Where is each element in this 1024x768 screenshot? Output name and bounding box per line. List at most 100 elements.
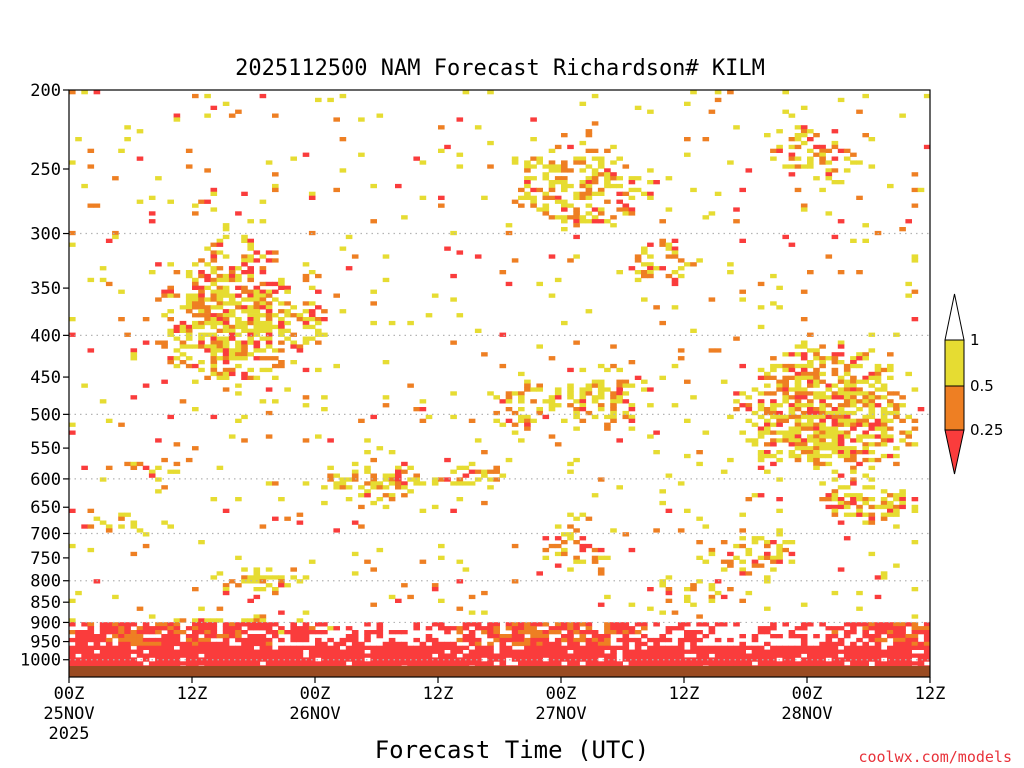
ri-cell [241, 414, 248, 420]
ri-cell [278, 340, 285, 345]
ri-cell [351, 477, 359, 482]
ri-cell [880, 442, 888, 447]
ri-cell [634, 622, 642, 627]
ri-cell [216, 273, 224, 279]
ri-cell [641, 641, 648, 647]
ri-cell [887, 375, 894, 380]
ri-cell [511, 410, 519, 416]
ri-cell [684, 649, 691, 654]
ri-cell [597, 363, 605, 369]
ri-cell [573, 254, 580, 259]
ri-cell [905, 371, 912, 377]
ri-cell [911, 508, 919, 513]
ri-cell [690, 661, 697, 666]
ri-cell [376, 657, 384, 662]
ri-cell [136, 634, 144, 639]
ri-cell [880, 418, 888, 423]
ri-cell [69, 598, 76, 603]
ri-cell [887, 653, 894, 658]
ri-cell [431, 645, 439, 650]
ri-cell [622, 211, 630, 216]
ri-cell [622, 649, 630, 654]
ri-cell [776, 450, 783, 455]
ri-cell [450, 391, 457, 396]
ri-cell [327, 661, 334, 666]
ri-cell [604, 148, 611, 153]
ri-cell [788, 551, 796, 557]
ri-cell [554, 195, 562, 200]
ri-cell [259, 336, 267, 341]
y-tick-label: 350 [30, 279, 61, 299]
ri-cell [647, 266, 654, 271]
ri-cell [302, 395, 310, 400]
ri-cell [216, 289, 224, 294]
ri-cell [720, 540, 728, 545]
ri-cell [690, 90, 697, 95]
ri-cell [776, 543, 783, 549]
ri-cell [499, 332, 507, 337]
ri-cell [887, 183, 894, 189]
ri-cell [179, 641, 187, 647]
ri-cell [487, 657, 494, 662]
ri-cell [130, 465, 138, 470]
ri-cell [167, 634, 174, 639]
ri-cell [628, 211, 636, 216]
ri-cell [684, 598, 691, 603]
ri-cell [616, 387, 623, 392]
ri-cell [407, 465, 414, 470]
ri-cell [788, 426, 796, 431]
ri-cell [204, 661, 211, 666]
ri-cell [708, 645, 716, 650]
ri-cell [333, 641, 340, 647]
ri-cell [868, 332, 876, 337]
ri-cell [819, 344, 826, 349]
ri-cell [388, 450, 396, 455]
ri-cell [315, 649, 322, 654]
ri-cell [247, 661, 254, 666]
ri-cell [413, 156, 420, 161]
ri-cell [487, 649, 494, 654]
ri-cell [899, 645, 906, 650]
ri-cell [850, 457, 857, 463]
ri-cell [856, 622, 863, 627]
ri-cell [167, 360, 174, 365]
ri-cell [142, 532, 150, 537]
ri-cell [321, 317, 328, 322]
ri-cell [819, 160, 826, 165]
ri-cell [192, 313, 199, 318]
ri-cell [376, 645, 384, 650]
ri-cell [567, 183, 574, 189]
ri-cell [899, 489, 906, 494]
ri-cell [112, 622, 119, 627]
ri-cell [597, 645, 605, 650]
ri-cell [561, 653, 568, 658]
ri-cell [800, 367, 808, 373]
ri-cell [444, 630, 451, 635]
ri-cell [530, 645, 537, 650]
y-tick-label: 650 [30, 498, 61, 518]
ri-cell [868, 414, 876, 420]
ri-cell [850, 360, 857, 365]
ri-cell [358, 649, 365, 654]
ri-cell [591, 414, 599, 420]
ri-cell [665, 630, 673, 635]
ri-cell [148, 469, 156, 474]
ri-cell [813, 414, 820, 420]
ri-cell [862, 375, 869, 380]
ri-cell [339, 649, 347, 654]
ri-cell [899, 418, 906, 423]
ri-cell [235, 649, 242, 654]
y-tick-label: 1000 [20, 651, 61, 671]
ri-cell [388, 481, 396, 486]
ri-cell [265, 293, 273, 298]
ri-cell [585, 649, 593, 654]
ri-cell [764, 391, 771, 396]
ri-cell [893, 414, 900, 420]
ri-cell [591, 634, 599, 639]
ri-cell [893, 563, 900, 568]
ri-cell [272, 649, 279, 654]
ri-cell [843, 387, 851, 392]
ri-cell [438, 195, 445, 200]
ri-cell [794, 187, 802, 193]
ri-cell [604, 367, 611, 373]
